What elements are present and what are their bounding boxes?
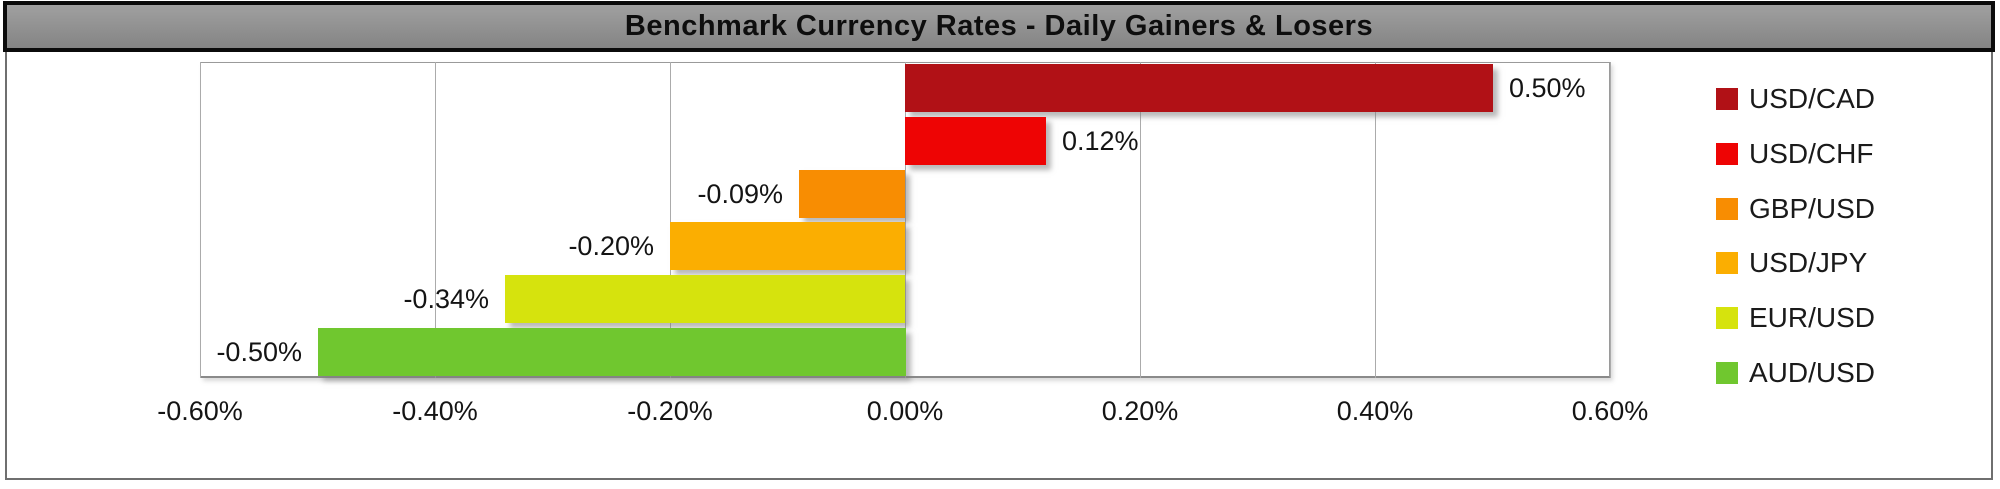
legend-label: USD/CHF <box>1749 137 1874 169</box>
legend-swatch-icon <box>1716 142 1738 165</box>
bar-EUR-USD <box>505 275 905 323</box>
x-tick-label--0.40%: -0.40% <box>392 396 478 426</box>
gridline-0.40% <box>1375 62 1376 378</box>
gridline--0.20% <box>670 62 671 378</box>
gridline-0.60% <box>1610 62 1611 378</box>
legend-item-USD-CHF: USD/CHF <box>1716 131 1976 177</box>
x-tick-label--0.20%: -0.20% <box>627 396 713 426</box>
chart-title: Benchmark Currency Rates - Daily Gainers… <box>624 10 1374 42</box>
bar-GBP-USD <box>799 170 905 218</box>
data-label-AUD-USD: -0.50% <box>216 337 302 367</box>
x-tick-label-0.40%: 0.40% <box>1336 396 1414 426</box>
bar-AUD-USD <box>318 328 906 376</box>
gridline--0.60% <box>200 62 201 378</box>
legend-swatch-icon <box>1716 307 1738 330</box>
legend-swatch-icon <box>1716 252 1738 275</box>
legend-item-EUR-USD: EUR/USD <box>1716 295 1976 341</box>
data-label-USD-CAD: 0.50% <box>1509 73 1586 103</box>
legend-item-USD-CAD: USD/CAD <box>1716 76 1976 122</box>
data-label-USD-JPY: -0.20% <box>568 231 654 261</box>
legend-label: AUD/USD <box>1749 356 1876 388</box>
data-label-EUR-USD: -0.34% <box>403 284 489 314</box>
gridline-0.00% <box>905 62 906 378</box>
legend-swatch-icon <box>1716 88 1738 110</box>
legend-label: EUR/USD <box>1749 302 1876 334</box>
x-tick-label-0.00%: 0.00% <box>866 396 944 426</box>
legend-item-AUD-USD: AUD/USD <box>1716 350 1976 396</box>
legend-item-GBP-USD: GBP/USD <box>1716 186 1976 232</box>
data-label-USD-CHF: 0.12% <box>1062 126 1139 156</box>
chart-title-bar: Benchmark Currency Rates - Daily Gainers… <box>3 1 1995 52</box>
legend-swatch-icon <box>1716 197 1738 220</box>
legend-label: USD/JPY <box>1749 247 1868 279</box>
bar-USD-CAD <box>905 64 1493 112</box>
bar-USD-CHF <box>905 117 1046 165</box>
x-tick-label-0.20%: 0.20% <box>1101 396 1179 426</box>
bar-USD-JPY <box>670 222 905 270</box>
x-tick-label--0.60%: -0.60% <box>157 396 243 426</box>
legend-label: GBP/USD <box>1749 192 1876 224</box>
x-tick-label-0.60%: 0.60% <box>1571 396 1649 426</box>
legend-swatch-icon <box>1716 361 1738 384</box>
data-label-GBP-USD: -0.09% <box>697 179 783 209</box>
legend: USD/CAD USD/CHF GBP/USD USD/JPY EUR/USD AUD/U… <box>1716 76 1976 396</box>
gridline--0.40% <box>435 62 436 378</box>
gridline-0.20% <box>1140 62 1141 378</box>
legend-label: USD/CAD <box>1749 83 1876 114</box>
legend-item-USD-JPY: USD/JPY <box>1716 240 1976 286</box>
